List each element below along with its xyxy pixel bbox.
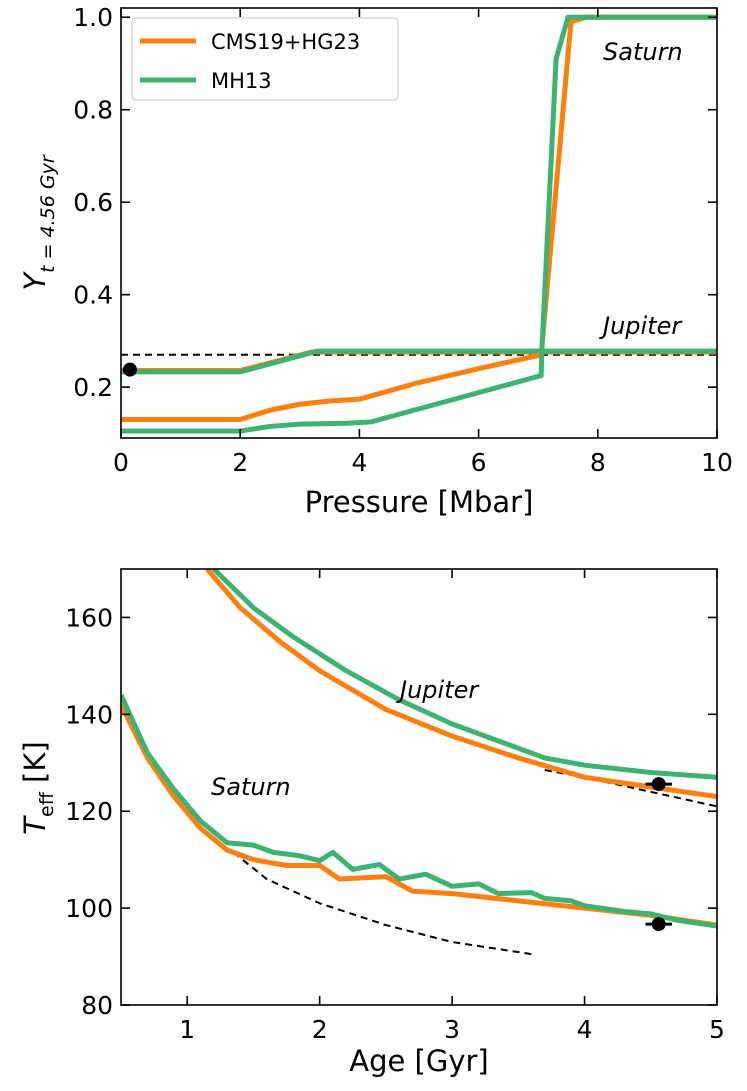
top-observed-marker bbox=[122, 362, 137, 377]
bottom-xtick-label: 2 bbox=[312, 1015, 328, 1044]
top-xtick-label: 8 bbox=[590, 448, 606, 477]
top-y-label-sub: t = 4.56 Gyr bbox=[37, 154, 59, 273]
bottom-mh13-saturn-line bbox=[121, 693, 717, 929]
panel-helium-profile: 0 2 4 6 8 10 0.2 0.4 0.6 0.8 1.0 CMS19+HG23 MH13 S… bbox=[18, 3, 733, 519]
top-y-label-main: Y bbox=[18, 271, 52, 291]
bottom-xtick-label: 3 bbox=[444, 1015, 460, 1044]
legend-box bbox=[131, 17, 399, 101]
top-x-axis-label: Pressure [Mbar] bbox=[305, 485, 534, 519]
bottom-x-axis-label: Age [Gyr] bbox=[349, 1044, 489, 1078]
top-mh13-jupiter-line bbox=[121, 348, 717, 375]
top-plot-frame bbox=[120, 7, 718, 439]
top-xtick-label: 10 bbox=[701, 448, 733, 477]
bottom-y-label-main: T bbox=[18, 815, 52, 835]
annotation-jupiter-bottom: Jupiter bbox=[396, 676, 480, 704]
top-ytick-label: 0.4 bbox=[73, 281, 113, 310]
bottom-ytick-label: 120 bbox=[65, 797, 113, 826]
bottom-y-label-unit: [K] bbox=[18, 741, 52, 792]
bottom-jupiter-observed-marker bbox=[651, 777, 666, 792]
top-y-axis-label: Yt = 4.56 Gyr bbox=[18, 154, 59, 290]
annotation-saturn-bottom: Saturn bbox=[211, 773, 291, 801]
bottom-mh13-jupiter-line bbox=[211, 569, 717, 780]
top-ytick-label: 0.8 bbox=[73, 96, 113, 125]
top-xtick-label: 2 bbox=[232, 448, 248, 477]
top-ytick-label: 1.0 bbox=[73, 3, 113, 32]
legend-label-mh: MH13 bbox=[211, 69, 272, 93]
top-ticks-group: 0 2 4 6 8 10 0.2 0.4 0.6 0.8 1.0 bbox=[73, 3, 733, 477]
bottom-saturn-observed-marker bbox=[651, 917, 666, 932]
top-ytick-label: 0.6 bbox=[73, 188, 113, 217]
bottom-cms19-hg23-saturn-line bbox=[121, 703, 717, 928]
bottom-plot-frame bbox=[120, 568, 718, 1006]
top-mh13-saturn-line bbox=[121, 14, 717, 434]
bottom-ticks-group: 1 2 3 4 5 80 100 120 140 160 bbox=[65, 569, 725, 1044]
bottom-ytick-label: 100 bbox=[65, 894, 113, 923]
bottom-xtick-label: 4 bbox=[577, 1015, 593, 1044]
bottom-saturn-reference-dashed-line bbox=[232, 851, 532, 956]
top-series-group bbox=[121, 14, 717, 434]
bottom-xtick-label: 1 bbox=[179, 1015, 195, 1044]
top-ytick-label: 0.2 bbox=[73, 373, 113, 402]
top-xtick-label: 0 bbox=[113, 448, 129, 477]
panel-teff-evolution: 1 2 3 4 5 80 100 120 140 160 Jupiter Saturn Age [… bbox=[18, 568, 725, 1078]
bottom-ytick-label: 160 bbox=[65, 603, 113, 632]
top-xtick-label: 6 bbox=[471, 448, 487, 477]
bottom-xtick-label: 5 bbox=[709, 1015, 725, 1044]
bottom-y-label-sub: eff bbox=[36, 791, 58, 817]
svg-text:Teff [K]: Teff [K] bbox=[18, 741, 58, 834]
annotation-jupiter-top: Jupiter bbox=[599, 312, 683, 340]
legend-label-cms: CMS19+HG23 bbox=[211, 30, 360, 54]
bottom-y-axis-label: Teff [K] bbox=[18, 741, 58, 834]
legend: CMS19+HG23 MH13 bbox=[131, 17, 399, 101]
top-xtick-label: 4 bbox=[351, 448, 367, 477]
bottom-series-group bbox=[121, 569, 717, 956]
top-cms19-hg23-saturn-line bbox=[121, 14, 717, 423]
svg-text:Yt = 4.56 Gyr: Yt = 4.56 Gyr bbox=[18, 154, 59, 290]
bottom-ytick-label: 140 bbox=[65, 700, 113, 729]
bottom-ytick-label: 80 bbox=[81, 991, 113, 1020]
bottom-cms19-hg23-jupiter-line bbox=[205, 569, 717, 800]
annotation-saturn-top: Saturn bbox=[603, 38, 683, 66]
